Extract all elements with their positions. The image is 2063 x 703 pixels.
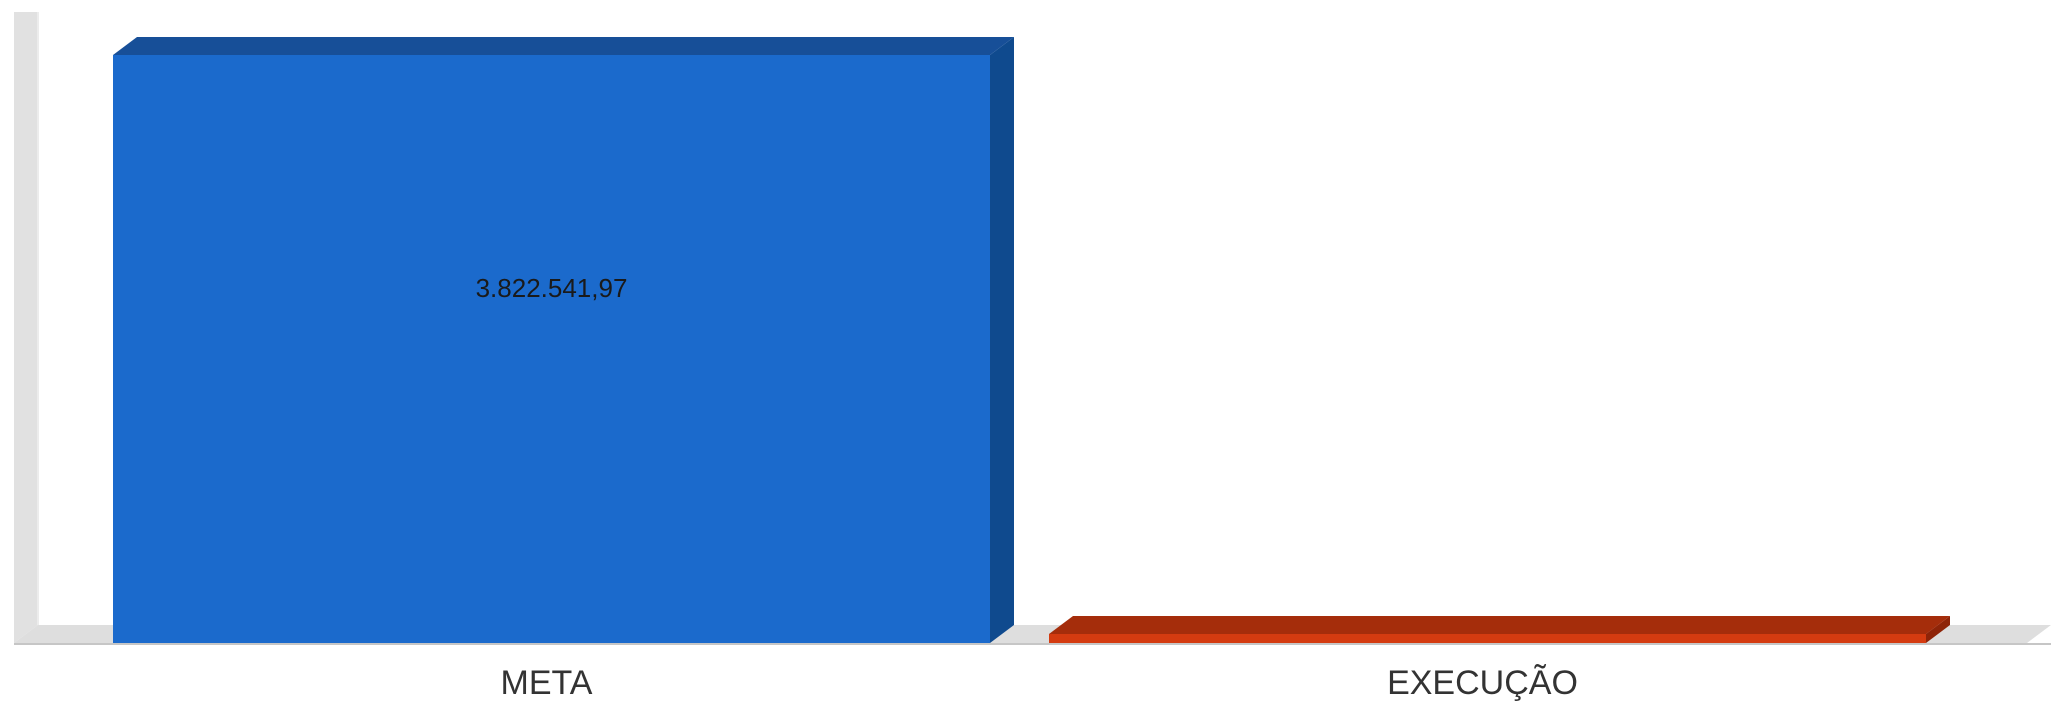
bar-side-meta	[990, 37, 1014, 643]
category-label-meta: META	[501, 664, 593, 702]
bar-meta	[113, 37, 1014, 643]
axis-side-wall	[14, 12, 38, 643]
bars-layer	[113, 37, 1950, 643]
bar-top-execucao	[1049, 616, 1950, 634]
category-label-execucao: EXECUÇÃO	[1387, 664, 1578, 702]
value-label-meta: 3.822.541,97	[476, 273, 628, 303]
labels-layer: 3.822.541,97 META EXECUÇÃO	[476, 273, 1578, 702]
bar-front-execucao	[1049, 634, 1926, 643]
bar-front-meta	[113, 55, 990, 643]
bar-top-meta	[113, 37, 1014, 55]
bar-side-execucao	[1926, 616, 1950, 643]
bar-execucao	[1049, 616, 1950, 643]
